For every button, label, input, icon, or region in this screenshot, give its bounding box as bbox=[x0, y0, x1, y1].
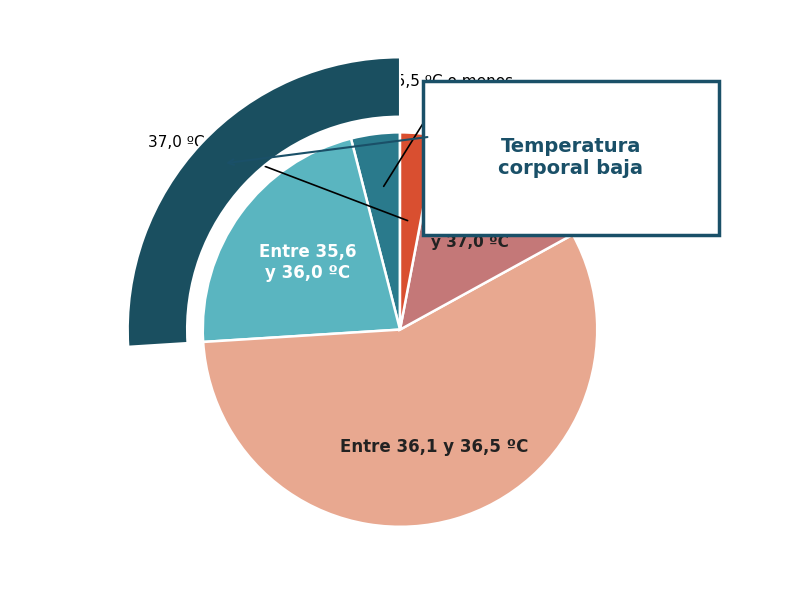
Text: 37,0 ºC o más: 37,0 ºC o más bbox=[147, 135, 408, 221]
Text: 35,5 ºC o menos: 35,5 ºC o menos bbox=[384, 74, 513, 187]
Wedge shape bbox=[351, 133, 400, 329]
Text: Entre 36,6
y 37,0 ºC: Entre 36,6 y 37,0 ºC bbox=[425, 218, 514, 250]
Wedge shape bbox=[128, 58, 400, 347]
FancyBboxPatch shape bbox=[423, 81, 718, 235]
Text: Entre 36,1 y 36,5 ºC: Entre 36,1 y 36,5 ºC bbox=[340, 438, 528, 456]
Wedge shape bbox=[202, 139, 400, 342]
Text: Entre 35,6
y 36,0 ºC: Entre 35,6 y 36,0 ºC bbox=[258, 243, 356, 282]
Wedge shape bbox=[400, 133, 437, 329]
Wedge shape bbox=[400, 136, 573, 329]
Text: Temperatura
corporal baja: Temperatura corporal baja bbox=[498, 137, 643, 179]
Wedge shape bbox=[203, 235, 598, 527]
